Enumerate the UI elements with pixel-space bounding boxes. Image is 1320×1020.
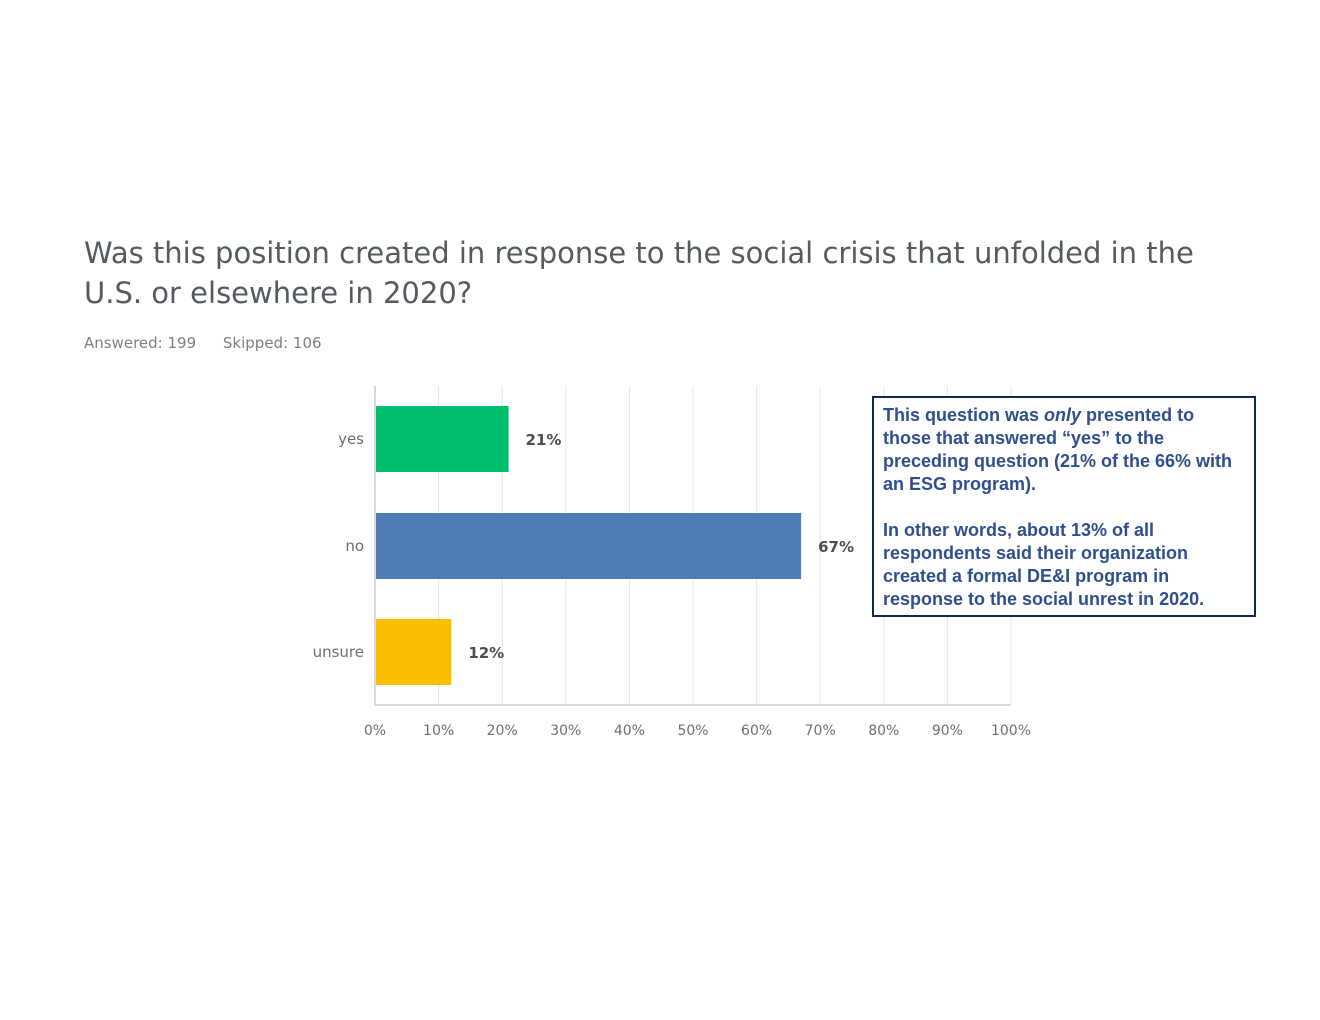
note-p1-after: presented to those that answered “yes” t… bbox=[883, 405, 1233, 494]
x-tick-label: 60% bbox=[741, 723, 772, 739]
category-label-no: no bbox=[345, 537, 364, 555]
note-paragraph-1: This question was only presented to thos… bbox=[883, 404, 1245, 496]
axes bbox=[374, 386, 1011, 706]
value-label-unsure: 12% bbox=[468, 644, 504, 662]
x-tick-label: 30% bbox=[550, 723, 581, 739]
x-tick-label: 50% bbox=[677, 723, 708, 739]
x-tick-label: 40% bbox=[614, 723, 645, 739]
x-tick-label: 100% bbox=[991, 723, 1031, 739]
note-box: This question was only presented to thos… bbox=[872, 396, 1256, 617]
value-label-no: 67% bbox=[818, 538, 854, 556]
response-stats: Answered: 199 Skipped: 106 bbox=[84, 334, 322, 352]
bars bbox=[376, 406, 802, 685]
bar-no bbox=[376, 513, 802, 579]
x-tick-label: 80% bbox=[868, 723, 899, 739]
bar-yes bbox=[376, 406, 509, 472]
question-title: Was this position created in response to… bbox=[84, 236, 1194, 310]
x-tick-label: 70% bbox=[805, 723, 836, 739]
value-label-yes: 21% bbox=[526, 431, 562, 449]
note-p1-before: This question was bbox=[883, 405, 1045, 425]
x-tick-label: 20% bbox=[487, 723, 518, 739]
x-tick-label: 90% bbox=[932, 723, 963, 739]
note-paragraph-2: In other words, about 13% of all respond… bbox=[883, 520, 1205, 609]
x-tick-label: 0% bbox=[364, 723, 386, 739]
answered-count: Answered: 199 bbox=[84, 334, 197, 352]
category-label-yes: yes bbox=[338, 430, 364, 448]
x-tick-label: 10% bbox=[423, 723, 454, 739]
labels: 0% 10% 20% 30% 40% 50% 60% 70% 80% 90% 100% yes 21% n… bbox=[313, 430, 1031, 739]
note-p1-emphasis: only bbox=[1044, 405, 1082, 425]
skipped-count: Skipped: 106 bbox=[222, 334, 322, 352]
category-label-unsure: unsure bbox=[313, 643, 364, 661]
bar-unsure bbox=[376, 619, 452, 685]
